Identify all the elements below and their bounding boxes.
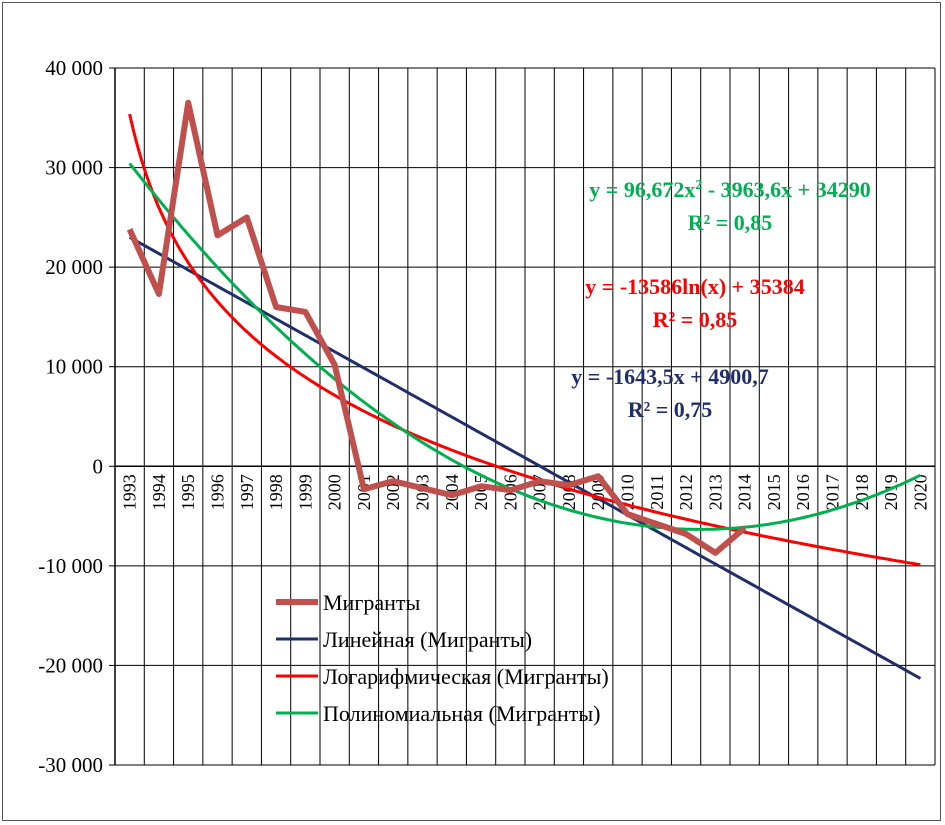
trend-equation: y = -13586ln(x) + 35384 (585, 274, 804, 299)
y-tick-label: -30 000 (38, 753, 103, 777)
x-tick-label: 1998 (266, 474, 286, 510)
y-tick-label: 0 (93, 454, 104, 478)
y-tick-label: 30 000 (45, 156, 103, 180)
legend-label: Мигранты (323, 590, 421, 615)
x-tick-label: 2020 (910, 474, 930, 510)
x-tick-label: 1993 (120, 474, 140, 510)
x-tick-label: 2016 (793, 474, 813, 510)
axes (109, 67, 935, 766)
y-tick-label: -10 000 (38, 554, 103, 578)
x-tick-label: 2010 (618, 474, 638, 510)
x-tick-label: 2014 (735, 474, 755, 510)
y-tick-label: 20 000 (45, 255, 103, 279)
trendline-log (128, 113, 921, 567)
x-tick-label: 2013 (705, 474, 725, 510)
x-tick-label: 2000 (325, 474, 345, 510)
x-tick-label: 1999 (295, 474, 315, 510)
series-lines (126, 99, 922, 680)
grid (114, 67, 936, 766)
x-tick-label: 1997 (237, 474, 257, 510)
trend-equation: y = -1643,5x + 4900,7 (571, 364, 768, 389)
r-squared-label: R² = 0,85 (653, 307, 738, 332)
r-squared-label: R² = 0,75 (628, 397, 713, 422)
x-tick-label: 2001 (354, 474, 374, 510)
legend-label: Линейная (Мигранты) (323, 627, 532, 652)
x-tick-label: 2015 (764, 474, 784, 510)
x-tick-label: 2011 (647, 474, 667, 509)
r-squared-label: R² = 0,85 (688, 210, 773, 235)
y-tick-label: -20 000 (38, 653, 103, 677)
trendline-poly (128, 162, 922, 531)
x-tick-label: 2003 (413, 474, 433, 510)
series-line-migrants (126, 99, 747, 556)
x-tick-label: 1994 (149, 474, 169, 510)
legend-label: Логарифмическая (Мигранты) (323, 664, 609, 689)
y-tick-label: 10 000 (45, 355, 103, 379)
y-tick-label: 40 000 (45, 56, 103, 80)
legend-box (265, 582, 705, 742)
x-tick-label: 2017 (823, 474, 843, 510)
x-tick-label: 2005 (471, 474, 491, 510)
x-tick-label: 2012 (676, 474, 696, 510)
trend-equation: y = 96,672x2 - 3963,6x + 34290 (589, 177, 870, 202)
legend: Мигранты Линейная (Мигранты) Логарифмическ… (276, 590, 609, 726)
x-tick-label: 1995 (178, 474, 198, 510)
x-tick-label: 2018 (852, 474, 872, 510)
x-tick-label: 2019 (881, 474, 901, 510)
y-tick-labels: 40 000 30 000 20 000 10 000 0 -10 000 -20 000 -… (38, 56, 103, 777)
legend-label: Полиномиальная (Мигранты) (323, 701, 600, 726)
x-tick-label: 1996 (208, 474, 228, 510)
trend-equations: y = 96,672x2 - 3963,6x + 34290 R² = 0,85 y… (571, 177, 870, 422)
